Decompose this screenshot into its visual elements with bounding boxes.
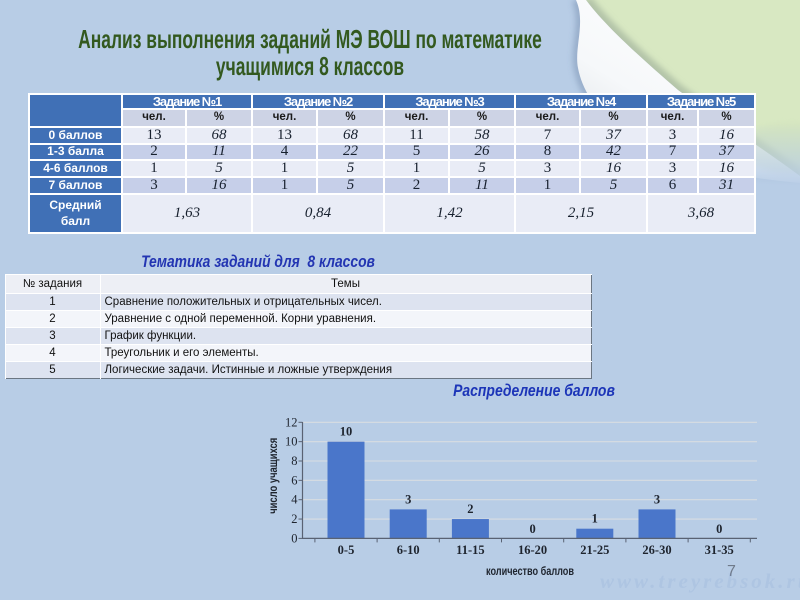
svg-text:1: 1	[592, 512, 598, 526]
svg-text:31-35: 31-35	[705, 543, 734, 557]
svg-text:8: 8	[291, 454, 297, 468]
svg-text:21-25: 21-25	[580, 543, 609, 557]
svg-text:12: 12	[285, 415, 298, 429]
svg-text:3: 3	[405, 492, 411, 506]
svg-text:6-10: 6-10	[397, 543, 420, 557]
svg-text:0: 0	[716, 522, 722, 536]
svg-text:0: 0	[291, 531, 297, 545]
svg-text:16-20: 16-20	[518, 543, 547, 557]
svg-text:количество баллов: количество баллов	[486, 564, 574, 578]
svg-text:4: 4	[291, 493, 298, 507]
svg-text:26-30: 26-30	[642, 543, 671, 557]
svg-text:11-15: 11-15	[456, 543, 484, 557]
svg-text:2: 2	[467, 502, 473, 516]
svg-text:3: 3	[654, 492, 660, 506]
svg-text:10: 10	[285, 435, 298, 449]
svg-text:6: 6	[291, 473, 297, 487]
svg-text:число учащихся: число учащихся	[266, 438, 280, 514]
svg-text:10: 10	[340, 425, 353, 439]
svg-text:2: 2	[291, 512, 297, 526]
svg-text:0-5: 0-5	[338, 543, 355, 557]
svg-text:0: 0	[529, 522, 535, 536]
